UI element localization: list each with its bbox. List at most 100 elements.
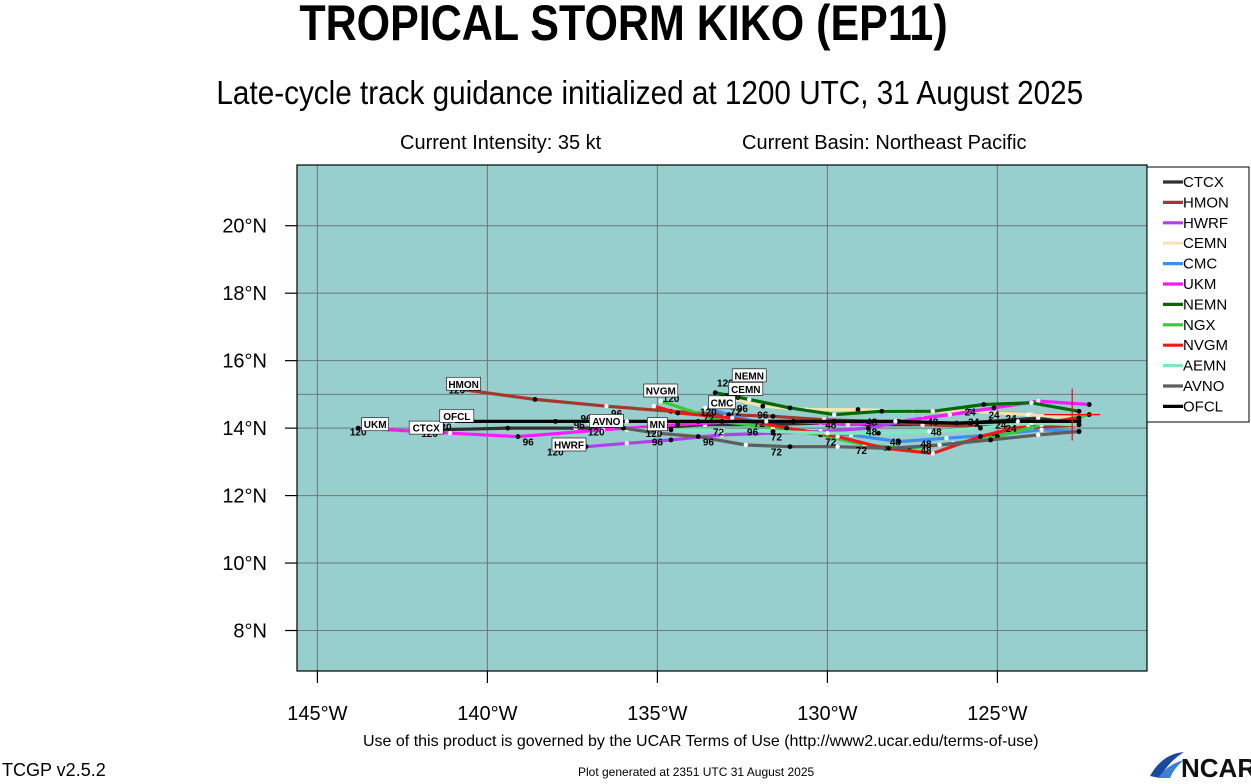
track-aemn [625, 421, 1081, 435]
forecast-hour-label: 96 [737, 404, 749, 415]
track-point-24h [695, 418, 701, 424]
track-point-24h [1076, 429, 1082, 434]
track-point-12h [658, 398, 663, 404]
model-name-tag [708, 395, 736, 410]
track-point-24h [978, 425, 983, 431]
legend-label: CTCX [1183, 174, 1224, 191]
legend-label: OFCL [1183, 398, 1223, 415]
track-point-12h [1025, 412, 1031, 417]
forecast-hour-label: 120 [717, 379, 734, 390]
track-point-24h [505, 425, 511, 431]
forecast-hour-label: 96 [747, 427, 759, 438]
forecast-hour-label: 72 [856, 446, 868, 457]
track-point-24h [876, 430, 881, 436]
legend-label: NVGM [1183, 337, 1228, 354]
forecast-hour-label: 96 [757, 411, 769, 422]
track-point-24h [515, 434, 521, 439]
forecast-hour-label: 72 [730, 407, 742, 418]
plot-generated: Plot generated at 2351 UTC 31 August 202… [578, 765, 815, 779]
track-point-12h [747, 397, 752, 402]
track-point-12h [447, 430, 453, 436]
legend-label: HWRF [1183, 215, 1228, 232]
chart-subtitle: Late-cycle track guidance initialized at… [216, 74, 1084, 111]
forecast-hour-label: 48 [866, 427, 878, 438]
forecast-hour-label: 120 [646, 429, 663, 440]
forecast-hour-label: 48 [866, 417, 878, 428]
forecast-hour-label: 120 [448, 385, 465, 396]
y-tick-label: 16°N [222, 351, 267, 373]
forecast-hour-label: 96 [703, 438, 715, 449]
track-point-12h [573, 425, 578, 431]
legend-label: NGX [1183, 317, 1216, 334]
legend-label: HMON [1183, 194, 1229, 211]
forecast-hour-label: 24 [965, 407, 977, 418]
model-name-tag [589, 414, 624, 428]
track-point-12h [702, 405, 708, 411]
model-name-tag [728, 382, 764, 396]
track-point-24h [787, 444, 793, 450]
model-name-tag [408, 420, 444, 435]
model-name-tag-label: CEMN [731, 385, 760, 396]
track-point-24h [668, 437, 674, 443]
forecast-hour-label: 48 [825, 421, 837, 432]
model-name-tag-label: UKM [364, 420, 387, 431]
forecast-hour-label: 24 [1005, 424, 1017, 435]
track-point-12h [835, 434, 840, 439]
forecast-hour-label: 72 [771, 448, 783, 459]
track-point-12h [927, 429, 932, 434]
y-tick-label: 10°N [222, 553, 267, 575]
track-point-24h [695, 434, 701, 439]
ncar-swoosh-icon [1150, 752, 1184, 778]
track-point-24h [855, 407, 861, 412]
y-tick-label: 18°N [222, 283, 267, 305]
track-avno [587, 421, 1081, 450]
track-point-24h [760, 403, 766, 409]
track-point-24h [726, 412, 732, 418]
track-point-12h [624, 441, 629, 446]
forecast-hour-label: 24 [1005, 414, 1017, 425]
model-name-tag-label: CTCX [413, 424, 441, 435]
track-point-12h [655, 430, 660, 436]
forecast-hour-label: 120 [663, 394, 680, 405]
forecast-hour-label: 96 [652, 438, 664, 449]
track-point-24h [954, 420, 959, 426]
y-tick-label: 20°N [222, 216, 267, 238]
forecast-hour-label: 120 [547, 448, 564, 459]
y-tick-label: 8°N [233, 621, 267, 643]
model-name-tag [643, 383, 679, 398]
model-name-tag [647, 417, 668, 432]
x-tick-label: 140°W [457, 703, 517, 725]
legend-label: UKM [1183, 276, 1216, 293]
track-point-24h [675, 422, 681, 428]
forecast-hour-label: 120 [350, 427, 367, 438]
model-name-tag [551, 437, 587, 452]
track-point-24h [1076, 415, 1082, 421]
forecast-hour-label: 72 [703, 414, 715, 425]
track-point-24h [784, 425, 789, 431]
track-point-12h [1029, 400, 1034, 406]
x-tick-label: 125°W [967, 703, 1027, 725]
ncar-logo-text: NCAR [1181, 753, 1251, 783]
legend-label: AVNO [1183, 378, 1224, 395]
track-point-24h [668, 427, 674, 433]
forecast-hour-label: 24 [995, 421, 1007, 432]
track-point-12h [743, 442, 748, 448]
track-point-24h [988, 437, 993, 443]
track-point-12h [764, 419, 769, 424]
track-point-12h [893, 419, 898, 424]
x-tick-label: 130°W [797, 703, 857, 725]
forecast-hour-label: 48 [920, 446, 932, 457]
forecast-hour-label: 24 [988, 411, 1000, 422]
track-point-24h [770, 413, 776, 419]
track-point-12h [600, 427, 606, 433]
legend-label: NEMN [1183, 296, 1227, 313]
track-point-24h [865, 425, 871, 431]
forecast-hour-label: 120 [700, 407, 717, 418]
forecast-hour-label: 120 [421, 429, 438, 440]
track-point-12h [845, 422, 850, 427]
model-name-tag-label: MN [650, 420, 666, 431]
track-point-24h [553, 418, 558, 424]
track-point-12h [730, 415, 735, 421]
model-name-tag-label: HWRF [554, 440, 584, 451]
